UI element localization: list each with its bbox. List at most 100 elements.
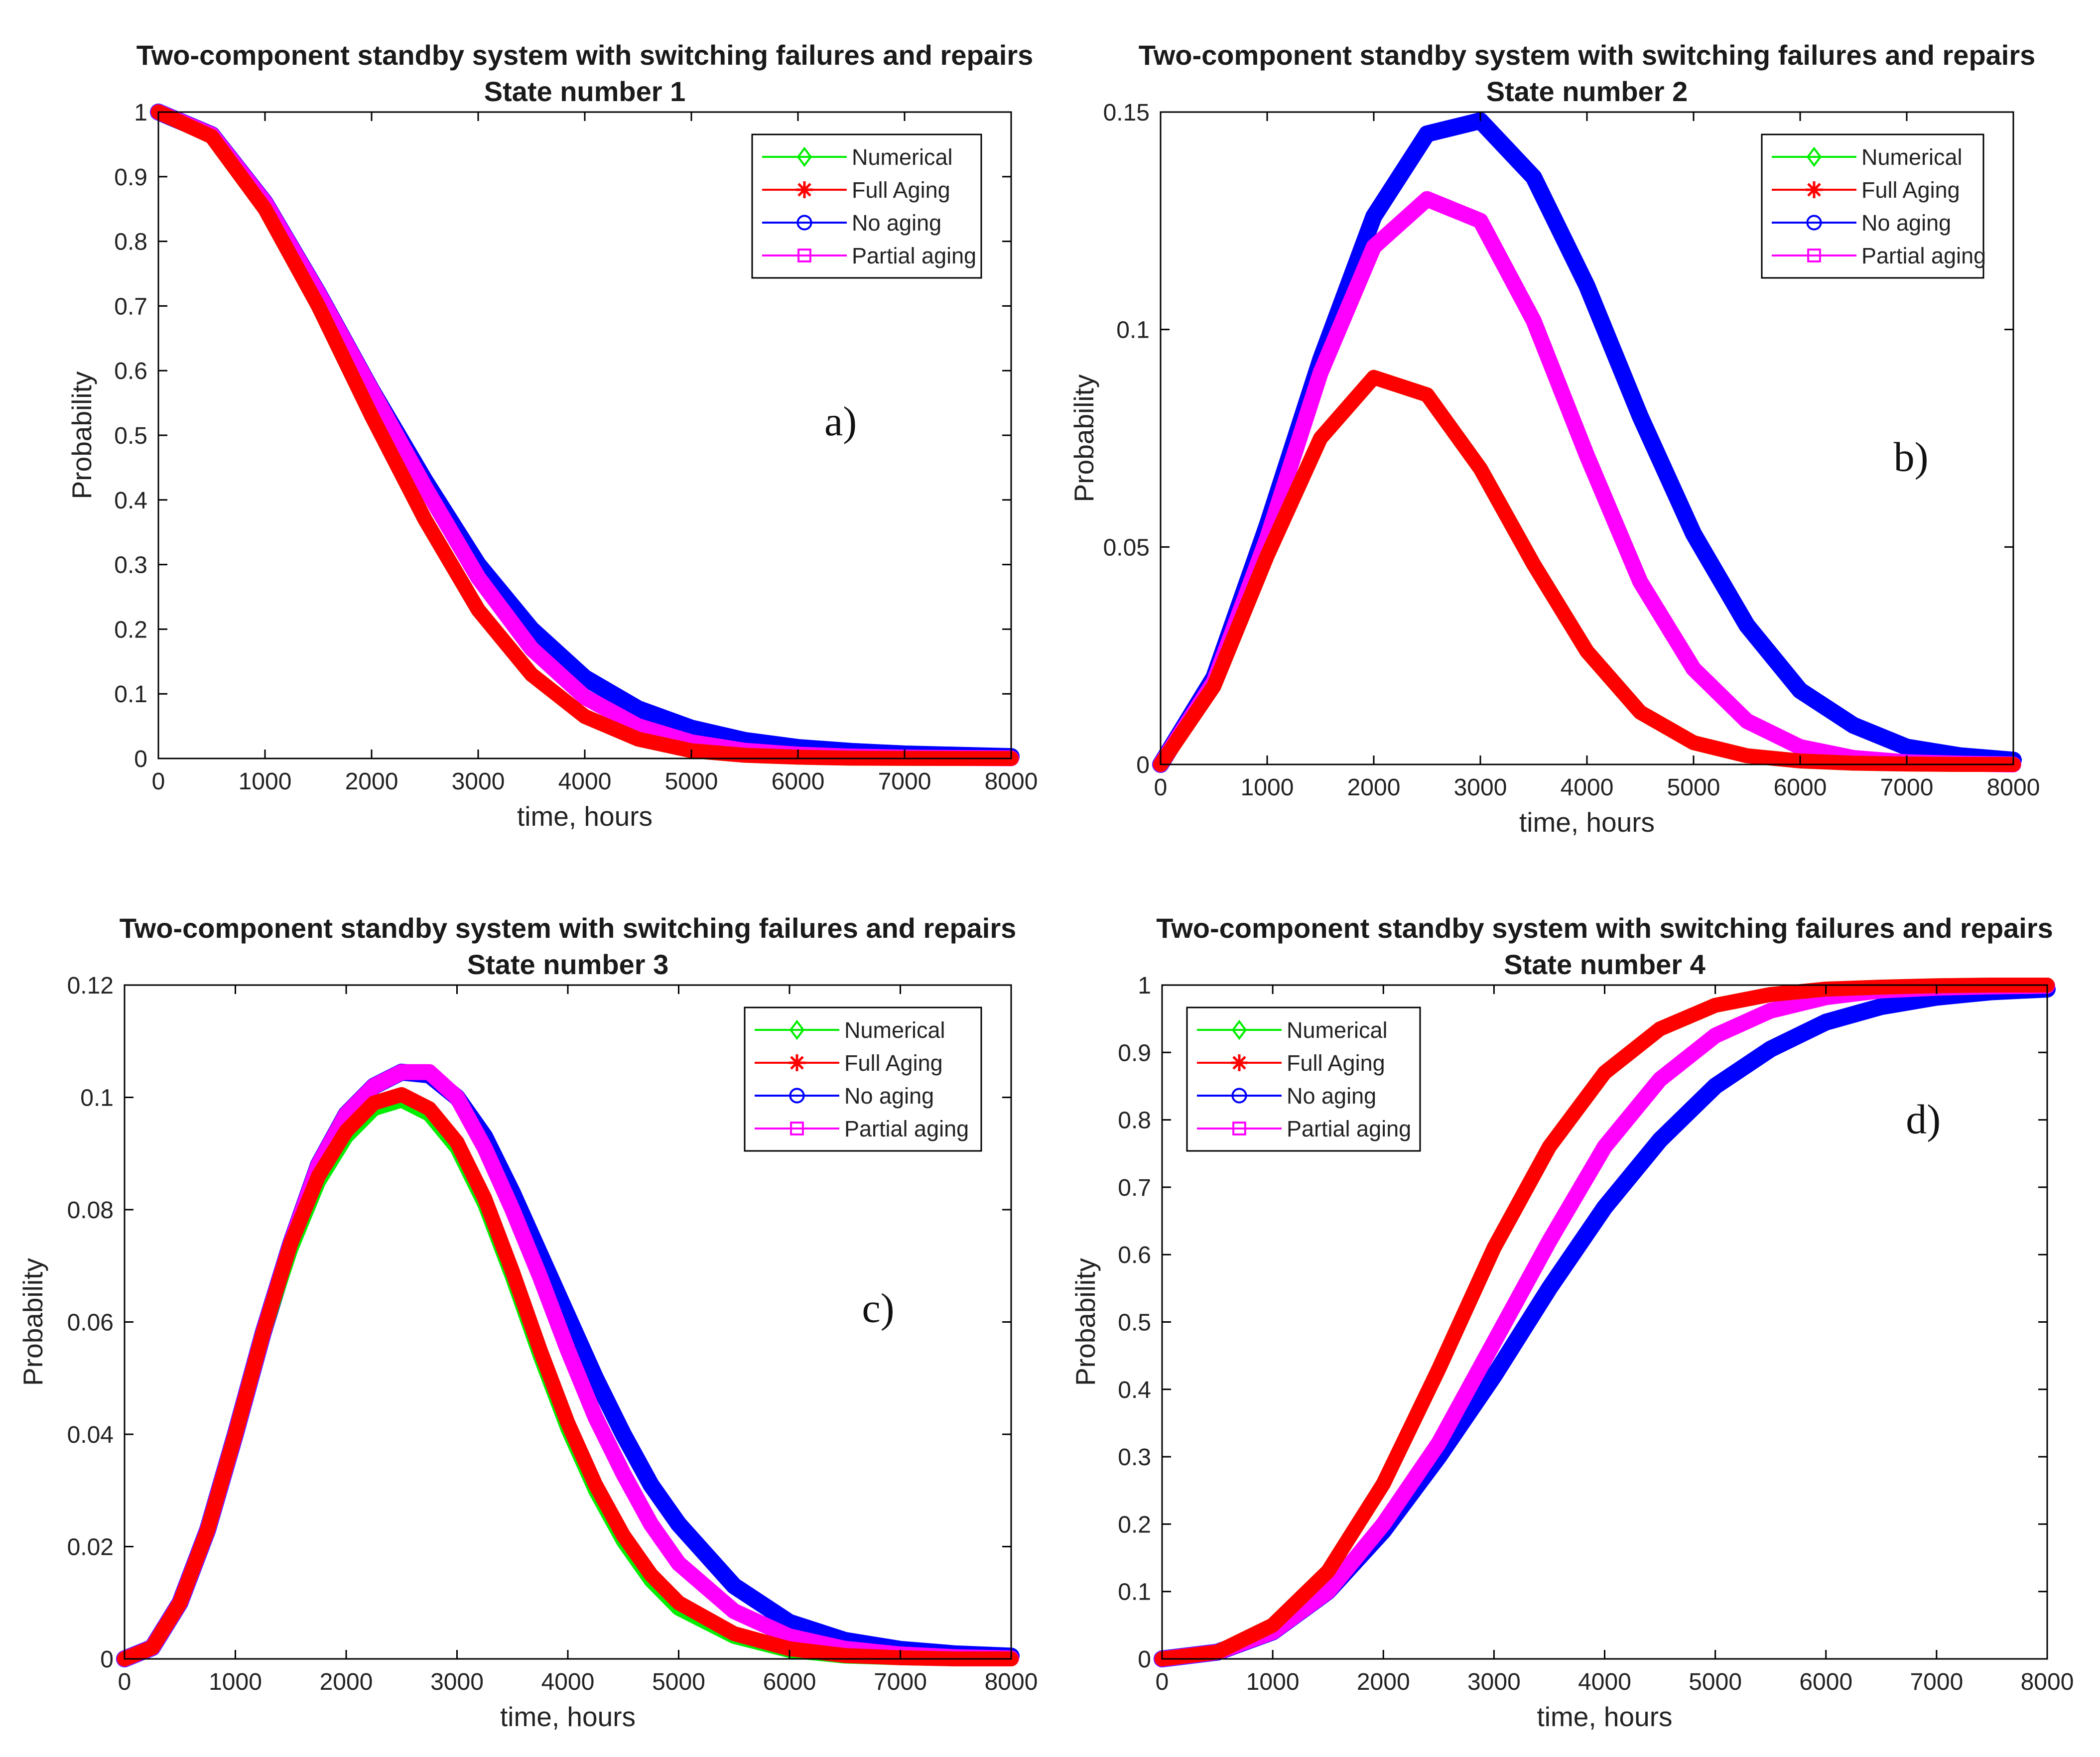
chart-panel-4: Two-component standby system with switch… — [1070, 912, 2074, 1732]
panel-letter: d) — [1906, 1097, 1941, 1143]
x-tick-label: 8000 — [985, 768, 1038, 795]
x-tick-label: 7000 — [1910, 1669, 1963, 1695]
legend-label: Numerical — [844, 1017, 945, 1043]
legend-marker-diamond — [796, 146, 812, 167]
x-tick-label: 4000 — [1578, 1669, 1631, 1695]
legend-marker-circle — [789, 1088, 805, 1104]
y-tick-label: 0.5 — [1118, 1310, 1151, 1336]
panel-letter: b) — [1894, 434, 1929, 481]
legend-label: Numerical — [852, 144, 953, 170]
chart-subtitle: State number 4 — [1504, 949, 1706, 980]
y-tick-label: 1 — [1138, 973, 1151, 999]
y-tick-label: 0 — [1138, 1646, 1151, 1673]
legend-marker-diamond — [1231, 1019, 1247, 1040]
panel-letter: a) — [824, 398, 857, 445]
x-tick-label: 5000 — [1667, 774, 1720, 801]
x-tick-label: 3000 — [1454, 774, 1507, 801]
x-tick-label: 5000 — [652, 1669, 705, 1695]
y-tick-label: 0.15 — [1103, 100, 1150, 126]
x-tick-label: 4000 — [558, 768, 612, 795]
x-tick-label: 3000 — [452, 768, 505, 795]
legend-entry: Numerical — [1197, 1017, 1388, 1043]
chart-subtitle: State number 3 — [467, 949, 669, 980]
legend-marker-diamond — [1806, 146, 1822, 167]
legend-marker-asterisk — [1806, 181, 1823, 198]
x-tick-label: 6000 — [1799, 1669, 1852, 1695]
x-tick-label: 3000 — [1467, 1669, 1521, 1695]
legend-marker-circle — [1231, 1088, 1247, 1104]
y-tick-label: 0.05 — [1103, 534, 1150, 561]
x-tick-label: 2000 — [320, 1669, 373, 1695]
y-axis-label: Probability — [66, 371, 97, 499]
x-tick-label: 0 — [1154, 774, 1168, 801]
legend-label: Partial aging — [844, 1116, 969, 1141]
x-tick-label: 8000 — [985, 1669, 1038, 1695]
series-group — [1154, 978, 2056, 1667]
x-tick-label: 0 — [152, 768, 165, 795]
legend-entry: No aging — [1197, 1083, 1376, 1109]
legend-label: No aging — [844, 1083, 934, 1109]
x-tick-label: 0 — [118, 1669, 131, 1695]
panel-letter: c) — [862, 1285, 894, 1332]
legend-entry: No aging — [1772, 210, 1951, 236]
legend-entry: Partial aging — [755, 1116, 969, 1141]
y-tick-label: 0.4 — [1118, 1377, 1151, 1403]
legend-label: Numerical — [1287, 1017, 1388, 1043]
x-tick-label: 6000 — [1774, 774, 1827, 801]
y-tick-label: 0.5 — [114, 423, 147, 449]
y-axis-label: Probability — [1070, 1258, 1101, 1386]
legend-box — [751, 133, 982, 279]
legend-marker-diamond — [789, 1019, 805, 1040]
x-tick-label: 1000 — [209, 1669, 262, 1695]
legend-label: No aging — [852, 210, 941, 236]
x-tick-label: 1000 — [1246, 1669, 1300, 1695]
chart-subtitle: State number 1 — [484, 76, 686, 107]
legend-marker-square — [1807, 249, 1821, 262]
y-tick-label: 0.8 — [114, 229, 147, 255]
legend-label: Full Aging — [1287, 1050, 1385, 1076]
legend-label: Partial aging — [1287, 1116, 1411, 1141]
legend: Numerical Full Aging No aging Partial aging — [751, 133, 982, 279]
x-tick-label: 6000 — [772, 768, 825, 795]
legend-marker-asterisk — [788, 1054, 805, 1071]
y-tick-label: 0.7 — [114, 293, 147, 320]
legend-label: Full Aging — [852, 177, 950, 203]
series-line-full-aging — [1153, 370, 2021, 772]
legend: Numerical Full Aging No aging Partial aging — [744, 1006, 982, 1152]
x-axis-label: time, hours — [1519, 807, 1655, 838]
series-group — [1152, 112, 2022, 773]
y-tick-label: 0.04 — [67, 1422, 114, 1448]
chart-title: Two-component standby system with switch… — [120, 912, 1017, 944]
y-axis-label: Probability — [17, 1258, 48, 1386]
legend-entry: No aging — [762, 210, 941, 236]
x-tick-label: 2000 — [1347, 774, 1401, 801]
x-tick-label: 2000 — [1357, 1669, 1410, 1695]
chart-subtitle: State number 2 — [1486, 76, 1688, 107]
y-tick-label: 0.1 — [1118, 1579, 1151, 1606]
legend-entry: Full Aging — [755, 1050, 943, 1076]
legend-label: Full Aging — [844, 1050, 943, 1076]
y-tick-label: 0.08 — [67, 1197, 114, 1224]
legend-label: No aging — [1861, 210, 1951, 236]
x-tick-label: 8000 — [1987, 774, 2040, 801]
legend-entry: Numerical — [1772, 144, 1963, 170]
chart-panel-1: Two-component standby system with switch… — [66, 39, 1038, 832]
legend-marker-square — [797, 249, 811, 262]
y-tick-label: 0.7 — [1118, 1175, 1151, 1201]
y-tick-label: 1 — [134, 100, 147, 126]
x-tick-label: 6000 — [763, 1669, 816, 1695]
x-axis-label: time, hours — [517, 801, 653, 832]
y-tick-label: 0.9 — [114, 164, 147, 191]
y-tick-label: 0.3 — [1118, 1444, 1151, 1471]
y-tick-label: 0.12 — [67, 973, 114, 999]
x-tick-label: 4000 — [1561, 774, 1614, 801]
chart-title: Two-component standby system with switch… — [136, 39, 1034, 71]
x-tick-label: 3000 — [430, 1669, 484, 1695]
legend-entry: Partial aging — [762, 243, 976, 268]
x-axis-label: time, hours — [1537, 1701, 1672, 1732]
x-tick-label: 7000 — [1880, 774, 1934, 801]
x-tick-label: 5000 — [1689, 1669, 1742, 1695]
y-tick-label: 0.6 — [1118, 1242, 1151, 1268]
y-tick-label: 0.4 — [114, 488, 147, 514]
legend: Numerical Full Aging No aging Partial aging — [1761, 133, 1986, 279]
